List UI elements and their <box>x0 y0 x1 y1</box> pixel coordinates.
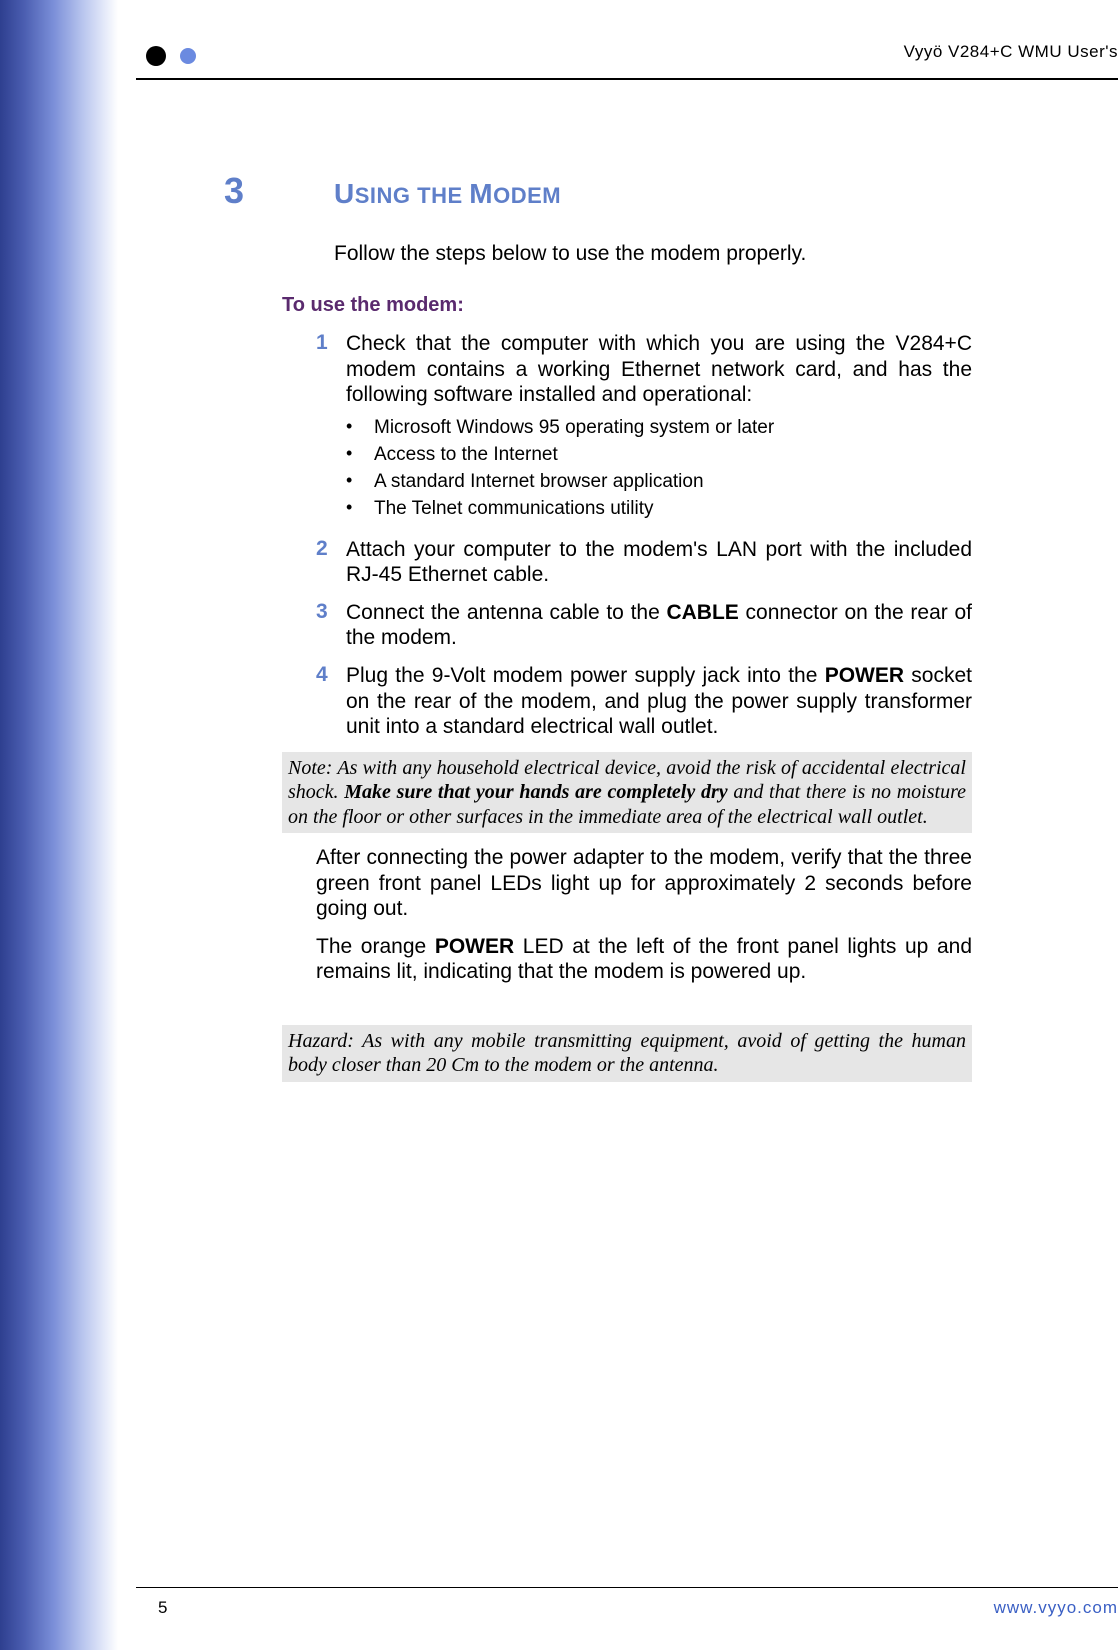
footer-rule <box>136 1587 1118 1588</box>
bullet-icon: • <box>346 497 374 520</box>
intro-text: Follow the steps below to use the modem … <box>334 242 972 266</box>
chapter-title-part: ODEM <box>493 183 561 208</box>
step-item: 2 Attach your computer to the modem's LA… <box>316 537 972 588</box>
step-text: Connect the antenna cable to the <box>346 601 666 624</box>
step-text: Check that the computer with which you a… <box>346 332 972 406</box>
step-number: 1 <box>316 331 346 525</box>
step-item: 3 Connect the antenna cable to the CABLE… <box>316 600 972 651</box>
step-item: 1 Check that the computer with which you… <box>316 331 972 525</box>
header-icons <box>146 46 196 66</box>
bullet-text: Microsoft Windows 95 operating system or… <box>374 416 774 439</box>
page-content: 3 USING THE MODEM Follow the steps below… <box>224 170 972 1094</box>
chapter-title-part: M <box>469 178 493 209</box>
chapter-heading: 3 USING THE MODEM <box>224 170 972 212</box>
left-gradient-bar <box>0 0 118 1650</box>
note-text-bold: Make sure that your hands are completely… <box>344 781 727 803</box>
spacer <box>224 997 972 1019</box>
steps-list: 1 Check that the computer with which you… <box>316 331 972 740</box>
paragraph-text: The orange <box>316 935 435 958</box>
bullet-list: •Microsoft Windows 95 operating system o… <box>346 416 972 521</box>
step-item: 4 Plug the 9-Volt modem power supply jac… <box>316 663 972 740</box>
bullet-text: The Telnet communications utility <box>374 497 654 520</box>
step-text: Attach your computer to the modem's LAN … <box>346 538 972 587</box>
step-number: 3 <box>316 600 346 651</box>
step-body: Connect the antenna cable to the CABLE c… <box>346 600 972 651</box>
bullet-text: A standard Internet browser application <box>374 470 704 493</box>
step-body: Check that the computer with which you a… <box>346 331 972 525</box>
step-body: Plug the 9-Volt modem power supply jack … <box>346 663 972 740</box>
note-box: Note: As with any household electrical d… <box>282 752 972 833</box>
step-number: 2 <box>316 537 346 588</box>
bullet-item: •Microsoft Windows 95 operating system o… <box>346 416 972 439</box>
bullet-icon: • <box>346 443 374 466</box>
footer-url: www.vyyo.com <box>994 1598 1118 1618</box>
chapter-title-part: SING THE <box>355 183 470 208</box>
bullet-black-icon <box>146 46 166 66</box>
chapter-number: 3 <box>224 170 334 212</box>
step-text-bold: CABLE <box>666 601 738 624</box>
header-rule <box>136 78 1118 80</box>
hazard-box: Hazard: As with any mobile transmitting … <box>282 1025 972 1082</box>
bullet-icon: • <box>346 416 374 439</box>
bullet-blue-icon <box>180 48 196 64</box>
chapter-title-part: U <box>334 178 355 209</box>
step-text-bold: POWER <box>825 664 904 687</box>
page-number: 5 <box>158 1598 167 1618</box>
bullet-icon: • <box>346 470 374 493</box>
paragraph: The orange POWER LED at the left of the … <box>316 934 972 985</box>
paragraph: After connecting the power adapter to th… <box>316 845 972 922</box>
step-number: 4 <box>316 663 346 740</box>
chapter-title: USING THE MODEM <box>334 178 561 210</box>
step-body: Attach your computer to the modem's LAN … <box>346 537 972 588</box>
doc-title: Vyyö V284+C WMU User's <box>904 42 1118 62</box>
bullet-item: •The Telnet communications utility <box>346 497 972 520</box>
bullet-text: Access to the Internet <box>374 443 558 466</box>
paragraph-text-bold: POWER <box>435 935 514 958</box>
bullet-item: •A standard Internet browser application <box>346 470 972 493</box>
procedure-heading: To use the modem: <box>282 294 972 317</box>
bullet-item: •Access to the Internet <box>346 443 972 466</box>
step-text: Plug the 9-Volt modem power supply jack … <box>346 664 825 687</box>
